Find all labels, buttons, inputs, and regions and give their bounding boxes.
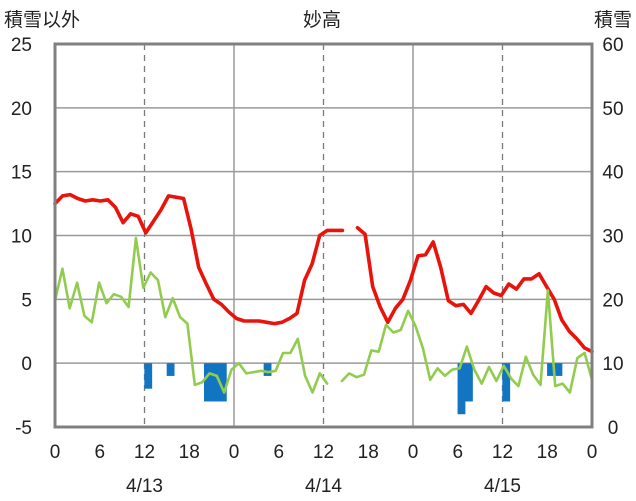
x-tick-label: 0 [229, 442, 240, 463]
x-tick-label: 12 [134, 442, 155, 463]
x-tick-label: 6 [273, 442, 284, 463]
temperature-line [53, 192, 345, 326]
x-tick-label: 18 [358, 442, 379, 463]
left-axis-title: 積雪以外 [4, 9, 80, 31]
y-left-tick-label: 0 [21, 354, 32, 375]
temp_series_2-line [340, 289, 594, 394]
date-label: 4/13 [126, 476, 163, 497]
x-tick-label: 18 [537, 442, 558, 463]
x-tick-label: 0 [587, 442, 598, 463]
y-left-tick-label: 5 [21, 290, 32, 311]
precip-bar [547, 363, 555, 376]
precip-bar [203, 363, 212, 402]
temperature-line [355, 226, 594, 354]
x-tick-label: 18 [179, 442, 200, 463]
x-tick-label: 0 [408, 442, 419, 463]
y-right-tick-label: 30 [602, 227, 623, 248]
x-tick-label: 6 [452, 442, 463, 463]
y-right-tick-label: 40 [602, 163, 623, 184]
y-left-tick-label: -5 [15, 418, 32, 439]
precip-bar [457, 363, 466, 415]
x-tick-label: 0 [50, 442, 61, 463]
chart-title: 妙高 [303, 9, 341, 31]
plot-frame [53, 42, 594, 429]
precip-bar [263, 363, 272, 376]
y-left-tick-label: 15 [11, 163, 32, 184]
precip-bar [218, 363, 227, 402]
y-left-tick-label: 20 [11, 99, 32, 120]
precip-bar [502, 363, 511, 402]
x-tick-label: 12 [492, 442, 513, 463]
precip-bar [465, 363, 473, 402]
y-right-tick-label: 20 [602, 290, 623, 311]
precip-bar [166, 363, 175, 376]
precip-bar [144, 363, 153, 389]
precip-bar [554, 363, 563, 376]
x-tick-label: 12 [313, 442, 334, 463]
grid-layer [55, 44, 592, 427]
date-label: 4/14 [305, 476, 342, 497]
y-right-tick-label: 50 [602, 99, 623, 120]
y-right-tick-label: 60 [602, 35, 623, 56]
x-tick-label: 6 [94, 442, 105, 463]
right-axis-title: 積雪 [594, 9, 632, 31]
y-left-tick-label: 10 [11, 227, 32, 248]
y-right-tick-label: 10 [602, 354, 623, 375]
precip-bar [211, 363, 220, 402]
bars-layer [144, 363, 563, 415]
temp_series_2-line [53, 236, 329, 394]
y-left-tick-label: 25 [11, 35, 32, 56]
date-label: 4/15 [484, 476, 521, 497]
y-right-tick-label: 0 [608, 418, 619, 439]
